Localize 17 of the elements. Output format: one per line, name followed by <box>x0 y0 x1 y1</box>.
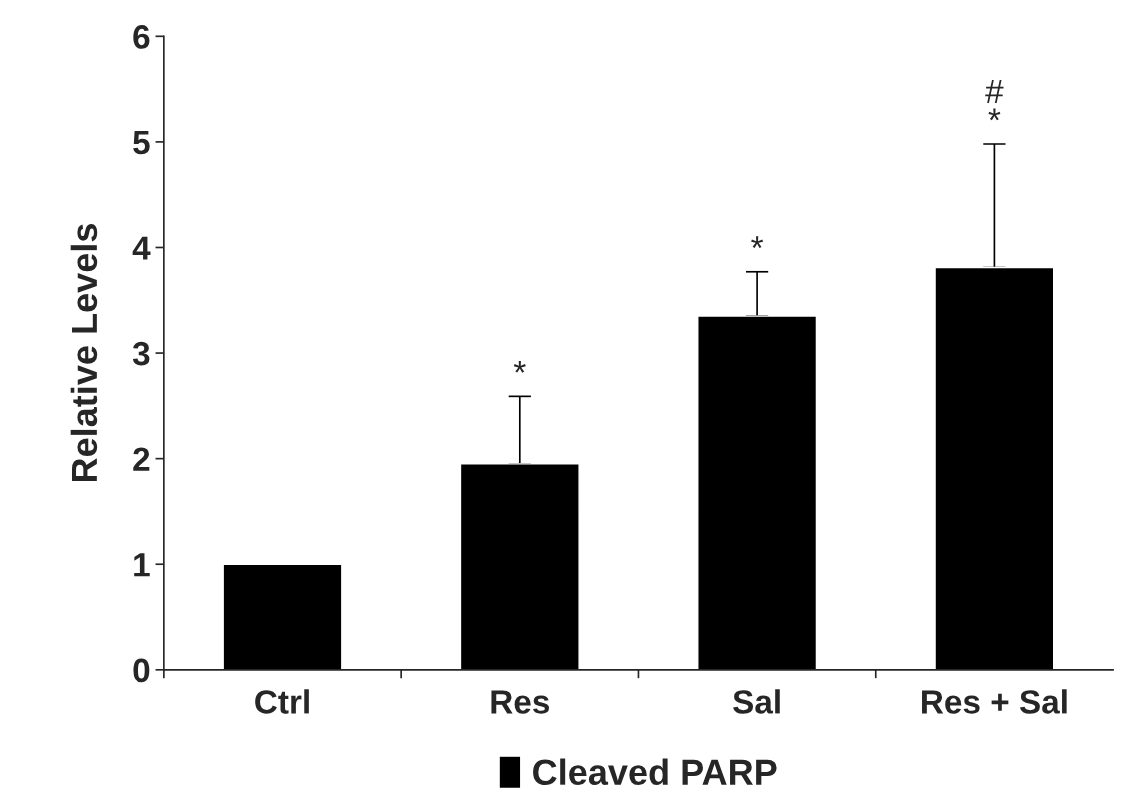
y-tick-label: 2 <box>133 447 150 471</box>
bar <box>222 563 343 670</box>
x-tick-label: Res <box>491 690 550 714</box>
x-tick-label: Ctrl <box>255 689 309 714</box>
legend-label: Cleaved PARP <box>533 758 777 786</box>
annotation: # * <box>985 80 1004 121</box>
y-tick-label: 6 <box>133 25 150 49</box>
y-tick-label: 5 <box>133 131 150 155</box>
x-tick-label: Res + Sal <box>922 689 1067 714</box>
annotation: * <box>513 360 526 373</box>
y-tick-label: 1 <box>134 553 150 577</box>
y-tick-label: 4 <box>132 236 151 260</box>
x-tick-label: Sal <box>733 689 780 714</box>
y-tick-label: 0 <box>133 658 150 683</box>
annotation: * <box>751 236 764 249</box>
y-tick-label: 3 <box>132 341 150 366</box>
y-axis-title: Relative Levels <box>70 224 98 482</box>
